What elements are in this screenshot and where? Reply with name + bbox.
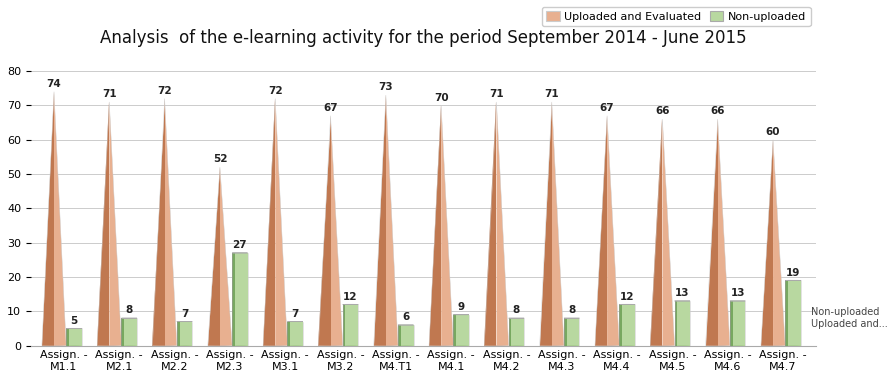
Bar	[453, 315, 456, 346]
Polygon shape	[484, 102, 496, 346]
Text: 72: 72	[157, 86, 172, 96]
Text: 66: 66	[654, 106, 669, 116]
Bar	[122, 318, 124, 346]
Bar	[232, 253, 248, 346]
Polygon shape	[330, 116, 342, 346]
Bar	[674, 301, 689, 346]
Text: 19: 19	[785, 268, 799, 278]
Title: Analysis  of the e-learning activity for the period September 2014 - June 2015: Analysis of the e-learning activity for …	[100, 29, 746, 47]
Polygon shape	[428, 105, 441, 346]
Polygon shape	[650, 119, 662, 346]
Text: 9: 9	[457, 302, 464, 312]
Polygon shape	[164, 99, 177, 346]
Text: 13: 13	[730, 288, 744, 298]
Polygon shape	[385, 95, 398, 346]
Polygon shape	[704, 119, 717, 346]
Text: 74: 74	[46, 79, 62, 89]
Polygon shape	[263, 99, 275, 346]
Bar	[177, 321, 180, 346]
Bar	[66, 329, 81, 346]
Polygon shape	[552, 102, 563, 346]
Text: 13: 13	[674, 288, 688, 298]
Bar	[232, 253, 234, 346]
Polygon shape	[595, 116, 606, 346]
Text: 70: 70	[434, 92, 448, 103]
Text: 71: 71	[489, 89, 503, 99]
Polygon shape	[772, 140, 784, 346]
Bar	[398, 325, 413, 346]
Bar	[453, 315, 468, 346]
Polygon shape	[606, 116, 619, 346]
Text: 12: 12	[619, 292, 634, 302]
Bar	[398, 325, 401, 346]
Text: Non-uploaded
Uploaded and...: Non-uploaded Uploaded and...	[810, 307, 887, 329]
Bar	[730, 301, 732, 346]
Polygon shape	[220, 167, 232, 346]
Text: 67: 67	[599, 103, 614, 113]
Text: 6: 6	[401, 312, 409, 322]
Bar	[122, 318, 137, 346]
Bar	[674, 301, 677, 346]
Bar	[342, 304, 358, 346]
Legend: Uploaded and Evaluated, Non-uploaded: Uploaded and Evaluated, Non-uploaded	[542, 7, 810, 26]
Polygon shape	[318, 116, 330, 346]
Bar	[508, 318, 510, 346]
Bar	[619, 304, 621, 346]
Bar	[730, 301, 745, 346]
Text: 71: 71	[102, 89, 116, 99]
Bar	[66, 329, 69, 346]
Text: 7: 7	[181, 309, 188, 319]
Polygon shape	[441, 105, 453, 346]
Bar	[563, 318, 578, 346]
Polygon shape	[207, 167, 220, 346]
Text: 8: 8	[568, 305, 575, 315]
Text: 8: 8	[512, 305, 519, 315]
Bar	[287, 321, 290, 346]
Polygon shape	[152, 99, 164, 346]
Polygon shape	[109, 102, 122, 346]
Text: 60: 60	[765, 127, 780, 137]
Text: 73: 73	[378, 82, 392, 92]
Polygon shape	[496, 102, 508, 346]
Polygon shape	[539, 102, 552, 346]
Bar	[784, 280, 800, 346]
Text: 52: 52	[213, 154, 227, 164]
Text: 8: 8	[125, 305, 132, 315]
Bar	[508, 318, 524, 346]
Polygon shape	[97, 102, 109, 346]
Bar	[563, 318, 566, 346]
Polygon shape	[374, 95, 385, 346]
Bar	[342, 304, 345, 346]
Text: 71: 71	[544, 89, 559, 99]
Polygon shape	[275, 99, 287, 346]
Polygon shape	[760, 140, 772, 346]
Bar	[177, 321, 192, 346]
Polygon shape	[717, 119, 730, 346]
Text: 12: 12	[342, 292, 358, 302]
Text: 5: 5	[71, 316, 78, 326]
Polygon shape	[662, 119, 674, 346]
Text: 27: 27	[232, 240, 247, 250]
Text: 66: 66	[710, 106, 724, 116]
Text: 72: 72	[267, 86, 283, 96]
Bar	[287, 321, 302, 346]
Polygon shape	[54, 92, 66, 346]
Text: 67: 67	[323, 103, 338, 113]
Text: 7: 7	[291, 309, 299, 319]
Bar	[619, 304, 634, 346]
Polygon shape	[42, 92, 54, 346]
Bar	[784, 280, 787, 346]
